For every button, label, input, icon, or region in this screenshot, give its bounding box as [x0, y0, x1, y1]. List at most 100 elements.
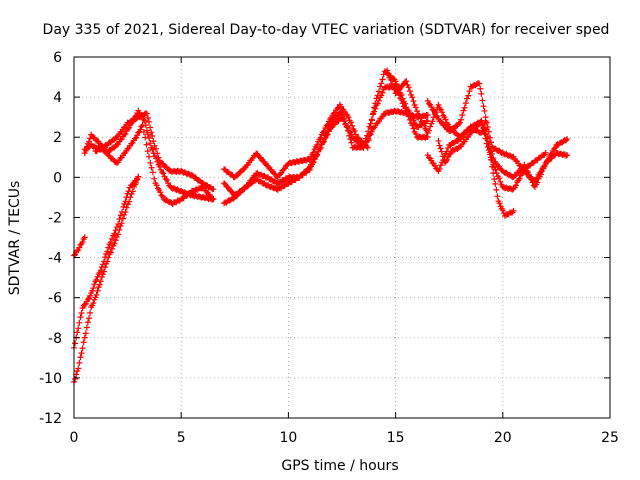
data-point-marker: [342, 120, 349, 127]
data-point-marker: [123, 204, 130, 211]
data-point-marker: [120, 215, 127, 222]
data-point-marker: [396, 92, 403, 99]
data-point-marker: [121, 131, 128, 138]
data-point-marker: [306, 166, 313, 173]
data-point-marker: [444, 156, 451, 163]
data-point-marker: [476, 80, 483, 87]
x-tick-label: 5: [177, 430, 186, 446]
data-point-marker: [366, 123, 373, 130]
data-point-marker: [419, 119, 426, 126]
data-point-marker: [97, 278, 104, 285]
data-point-marker: [384, 67, 391, 74]
data-point-marker: [105, 254, 112, 261]
data-point-marker: [79, 238, 86, 245]
data-point-marker: [72, 340, 79, 347]
x-axis-label: GPS time / hours: [281, 458, 398, 474]
data-point-marker: [74, 329, 81, 336]
data-point-marker: [81, 334, 88, 341]
data-point-marker: [361, 140, 368, 147]
data-point-marker: [435, 137, 442, 144]
data-point-marker: [551, 145, 558, 152]
data-point-marker: [491, 176, 498, 183]
data-point-marker: [99, 271, 106, 278]
data-point-marker: [433, 112, 440, 119]
data-point-marker: [480, 127, 487, 134]
data-point-marker: [410, 125, 417, 132]
data-point-marker: [82, 147, 89, 154]
data-point-marker: [481, 107, 488, 114]
y-tick-label: 6: [53, 50, 62, 66]
data-point-marker: [533, 176, 540, 183]
series-track-e: [81, 122, 217, 207]
data-point-marker: [480, 103, 487, 110]
data-point-marker: [72, 375, 79, 382]
data-point-marker: [344, 127, 351, 134]
data-point-marker: [90, 300, 97, 307]
data-point-marker: [537, 168, 544, 175]
data-point-marker: [552, 144, 559, 151]
data-point-marker: [318, 141, 325, 148]
plot-frame: [73, 56, 611, 419]
data-point-marker: [317, 134, 324, 141]
data-point-marker: [325, 123, 332, 130]
data-point-marker: [126, 198, 133, 205]
data-point-marker: [91, 281, 98, 288]
data-point-marker: [345, 114, 352, 121]
data-point-marker: [479, 122, 486, 129]
data-point-marker: [310, 149, 317, 156]
data-point-marker: [510, 207, 517, 214]
data-point-marker: [372, 105, 379, 112]
data-point-marker: [134, 176, 141, 183]
y-tick-label: -4: [48, 251, 62, 267]
data-point-marker: [112, 237, 119, 244]
data-point-marker: [425, 100, 432, 107]
data-point-marker: [562, 137, 569, 144]
data-point-marker: [412, 104, 419, 111]
y-tick-label: -8: [48, 331, 62, 347]
data-point-marker: [210, 186, 217, 193]
data-point-marker: [564, 152, 571, 159]
data-point-marker: [492, 180, 499, 187]
data-point-marker: [330, 110, 337, 117]
data-point-marker: [96, 281, 103, 288]
data-point-marker: [142, 134, 149, 141]
data-point-marker: [378, 92, 385, 99]
data-point-marker: [93, 291, 100, 298]
data-point-marker: [120, 203, 127, 210]
data-point-marker: [141, 117, 148, 124]
x-tick-label: 20: [494, 430, 512, 446]
grid-lines: [74, 57, 610, 418]
x-tick-label: 10: [279, 430, 297, 446]
data-point-marker: [324, 127, 331, 134]
data-point-marker: [439, 153, 446, 160]
data-point-marker: [108, 245, 115, 252]
series-track-d: [81, 107, 217, 203]
data-point-marker: [101, 268, 108, 275]
data-point-marker: [477, 85, 484, 92]
data-point-marker: [137, 126, 144, 133]
data-point-marker: [478, 90, 485, 97]
data-point-marker: [439, 109, 446, 116]
data-point-marker: [490, 161, 497, 168]
data-point-marker: [150, 138, 157, 145]
data-point-marker: [512, 182, 519, 189]
data-point-marker: [127, 194, 134, 201]
data-point-marker: [133, 134, 140, 141]
data-point-marker: [364, 132, 371, 139]
data-point-marker: [81, 301, 88, 308]
data-point-marker: [76, 244, 83, 251]
data-point-marker: [135, 173, 142, 180]
x-tick-label: 25: [601, 430, 619, 446]
data-point-marker: [87, 292, 94, 299]
data-point-marker: [387, 76, 394, 83]
data-point-marker: [429, 106, 436, 113]
data-point-marker: [102, 264, 109, 271]
series-track-c: [71, 234, 88, 259]
data-point-marker: [362, 135, 369, 142]
data-point-marker: [93, 276, 100, 283]
data-point-marker: [154, 150, 161, 157]
data-point-marker: [385, 71, 392, 78]
data-point-marker: [78, 350, 85, 357]
data-point-marker: [144, 114, 151, 121]
data-point-marker: [414, 108, 421, 115]
